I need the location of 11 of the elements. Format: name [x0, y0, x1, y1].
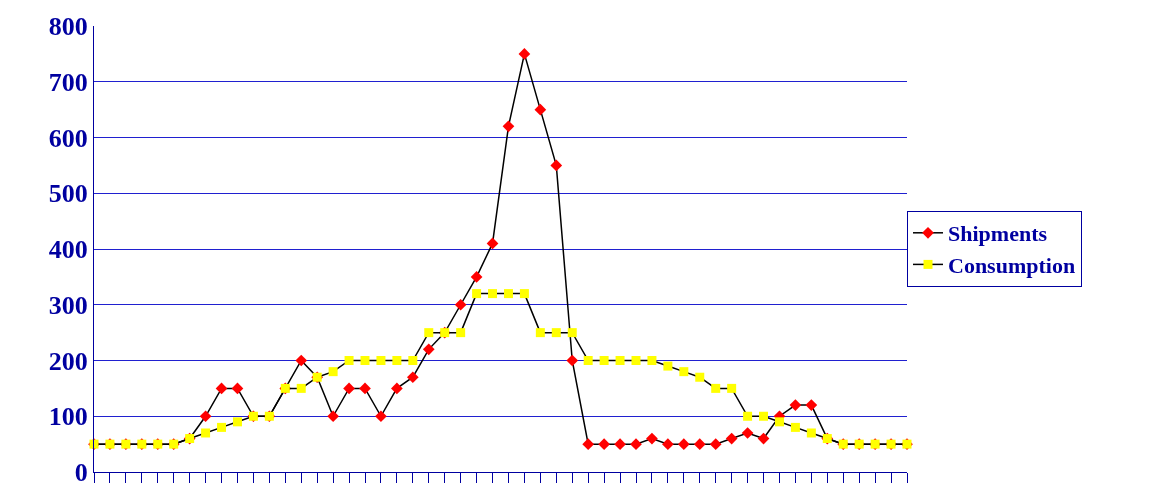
y-tick-label: 0 [74, 458, 88, 488]
y-tick-label: 500 [48, 179, 88, 209]
y-tick-label: 300 [48, 290, 88, 320]
y-tick-label: 700 [48, 67, 88, 97]
legend-label: Shipments [948, 221, 1048, 247]
y-tick-label: 200 [48, 346, 88, 376]
y-tick-label: 800 [48, 12, 88, 42]
legend-label: Consumption [948, 252, 1076, 278]
y-tick-label: 400 [48, 235, 88, 265]
y-tick-label: 600 [48, 123, 88, 153]
y-tick-label: 100 [48, 402, 88, 432]
